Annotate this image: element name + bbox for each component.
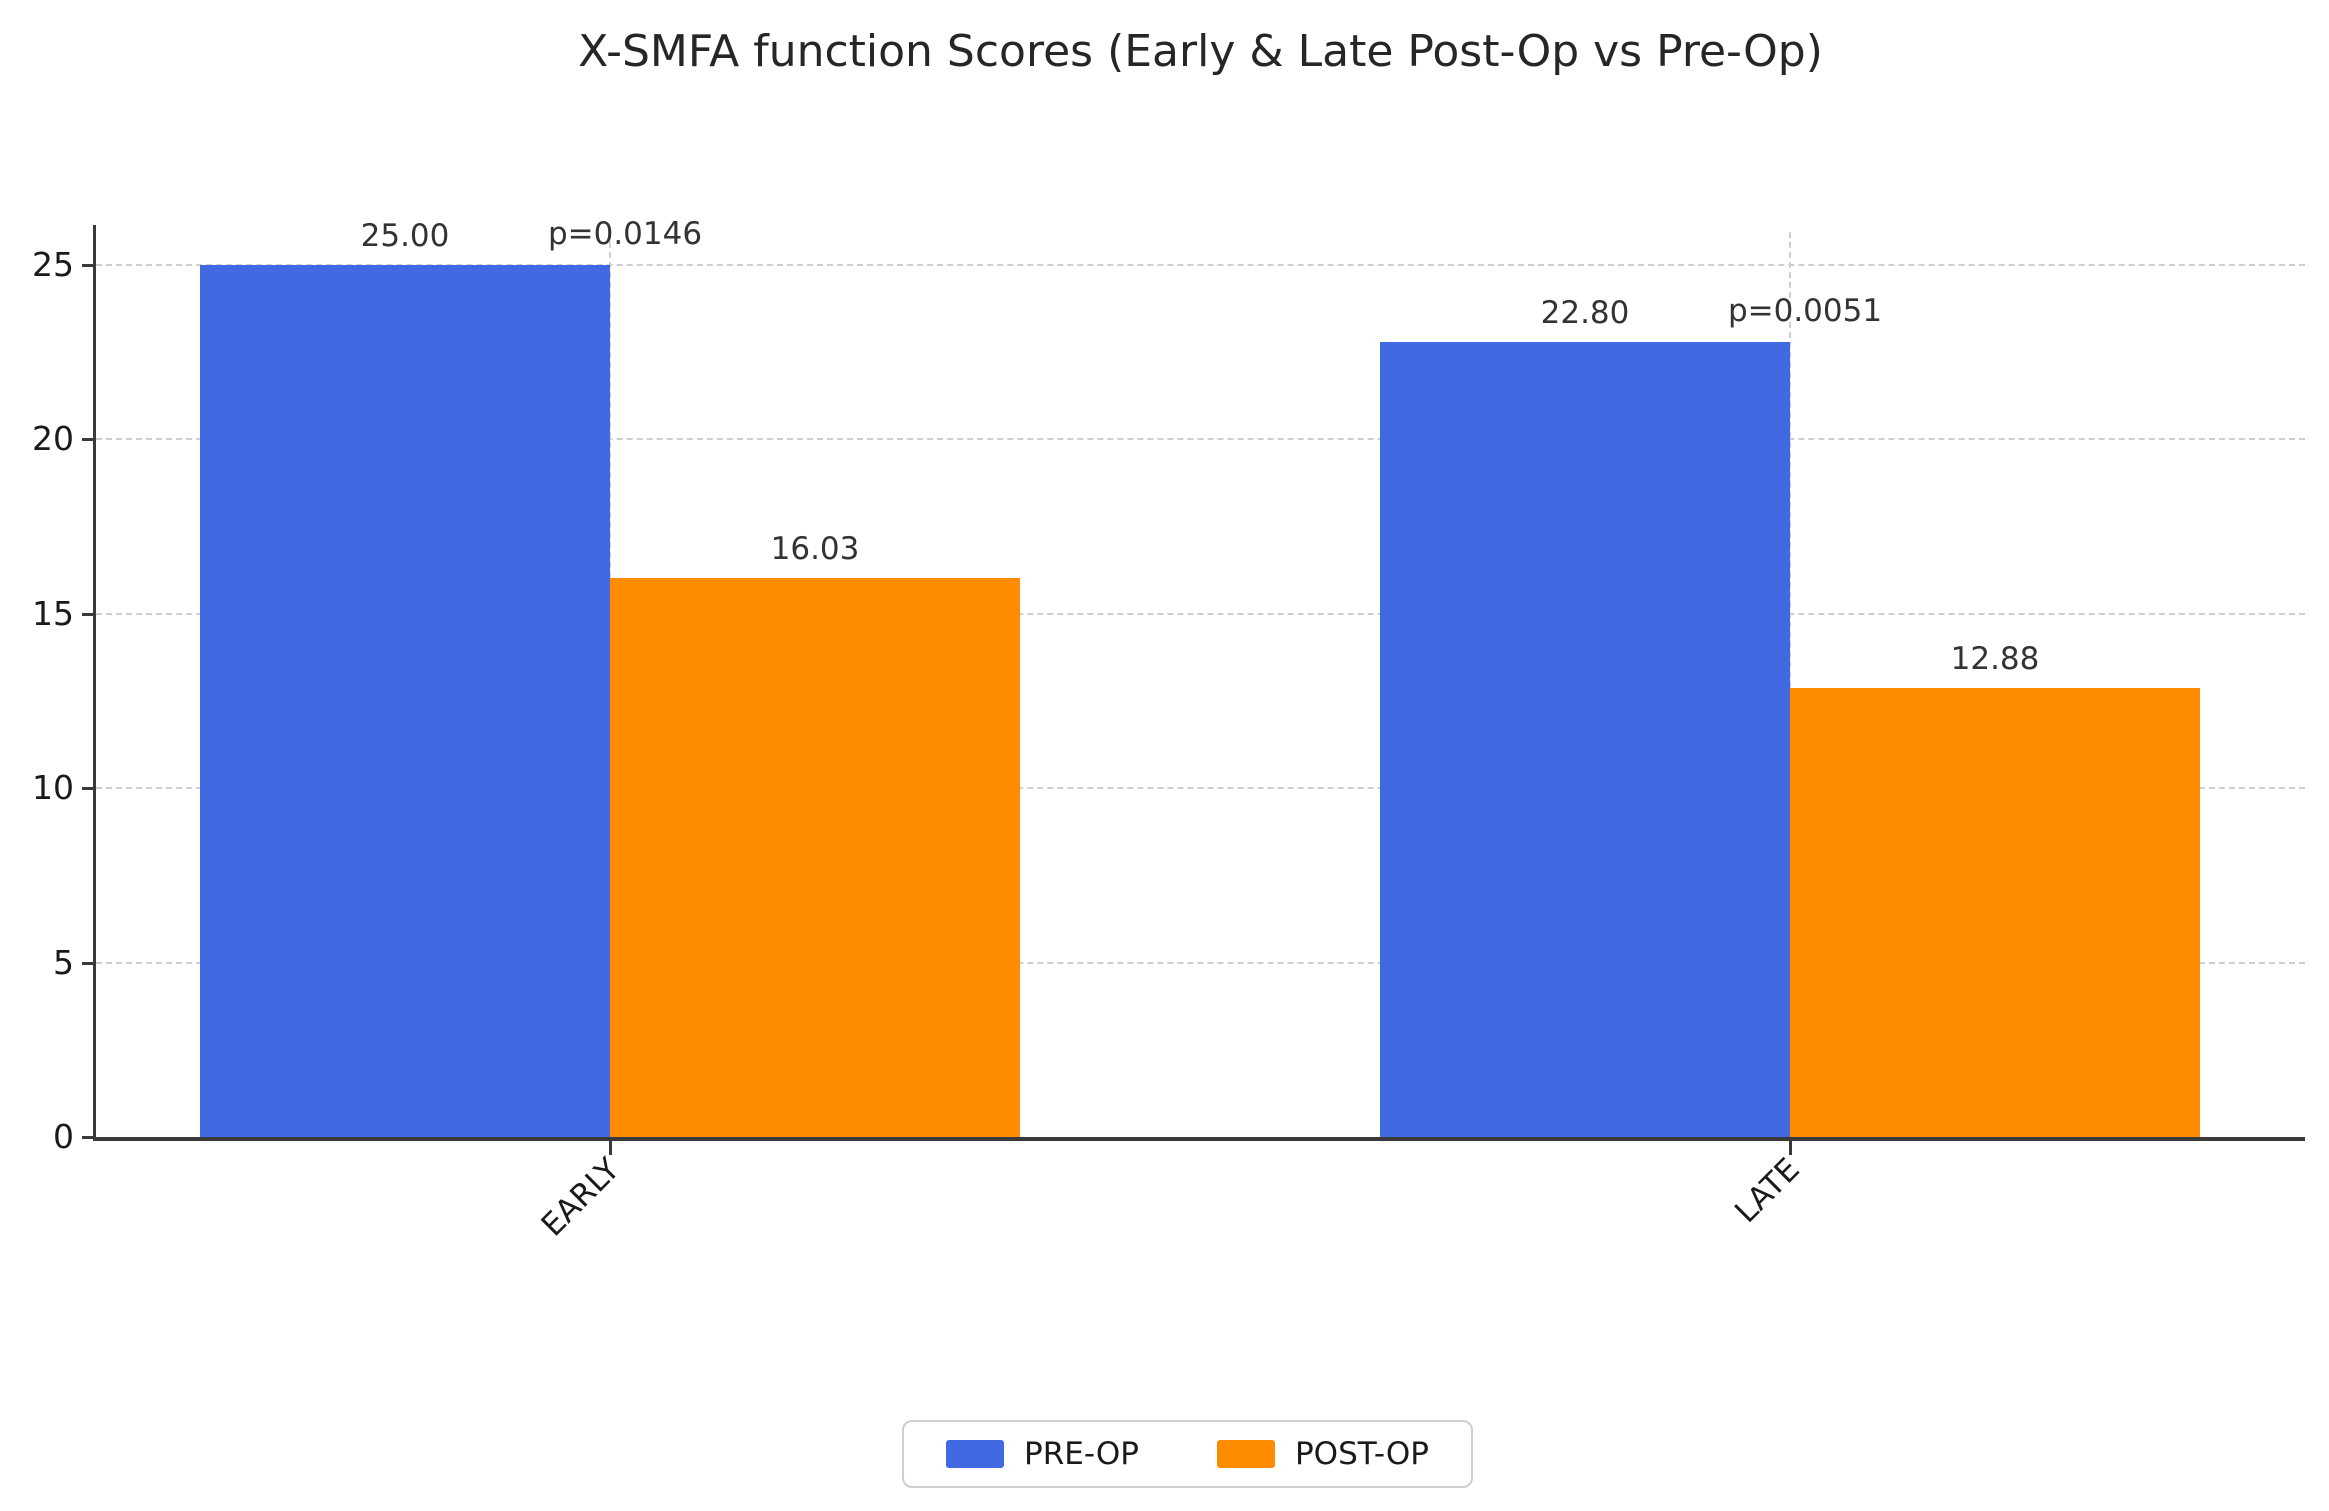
y-tick	[82, 961, 96, 965]
legend-swatch-post-op	[1216, 1440, 1275, 1468]
h-gridline	[96, 787, 2305, 790]
p-value-label: p=0.0051	[1727, 292, 1883, 329]
legend-label-pre-op: PRE-OP	[1024, 1436, 1139, 1472]
bar-post-op-early	[610, 577, 1020, 1137]
chart-title: X-SMFA function Scores (Early & Late Pos…	[578, 26, 1823, 77]
h-gridline	[96, 961, 2305, 964]
y-tick-label: 20	[32, 419, 74, 459]
h-gridline	[96, 612, 2305, 615]
y-tick	[82, 264, 96, 267]
bar-value-label: 22.80	[1540, 294, 1630, 331]
h-gridline	[96, 264, 2305, 266]
x-tick	[1789, 1141, 1792, 1155]
legend-swatch-pre-op	[946, 1440, 1004, 1468]
legend-item-post-op: POST-OP	[1216, 1436, 1429, 1472]
x-axis-spine	[93, 1137, 2305, 1141]
legend: PRE-OP POST-OP	[902, 1420, 1473, 1488]
bar-pre-op-early	[200, 265, 610, 1137]
legend-item-pre-op: PRE-OP	[946, 1437, 1139, 1471]
y-tick-label: 10	[32, 768, 74, 808]
h-gridline	[96, 438, 2305, 441]
y-axis-spine	[93, 225, 96, 1141]
y-tick	[82, 438, 96, 442]
x-tick-label-late: LATE	[1728, 1151, 1807, 1231]
y-tick	[82, 787, 96, 791]
y-tick-label: 25	[32, 245, 74, 284]
y-tick-label: 5	[53, 942, 74, 982]
bar-value-label: 12.88	[1950, 640, 2040, 677]
y-tick	[82, 612, 96, 616]
bar-value-label: 16.03	[770, 530, 860, 567]
y-tick	[82, 1136, 96, 1139]
x-tick	[609, 1141, 612, 1155]
y-tick-label: 15	[32, 593, 74, 633]
x-tick-label-early: EARLY	[534, 1151, 627, 1244]
bar-pre-op-late	[1380, 341, 1790, 1137]
v-gridline	[1789, 232, 1791, 1137]
p-value-label: p=0.0146	[547, 216, 703, 252]
bar-value-label: 25.00	[360, 218, 450, 254]
legend-label-post-op: POST-OP	[1294, 1436, 1429, 1472]
y-tick-label: 0	[53, 1117, 74, 1156]
bar-post-op-late	[1790, 687, 2200, 1137]
